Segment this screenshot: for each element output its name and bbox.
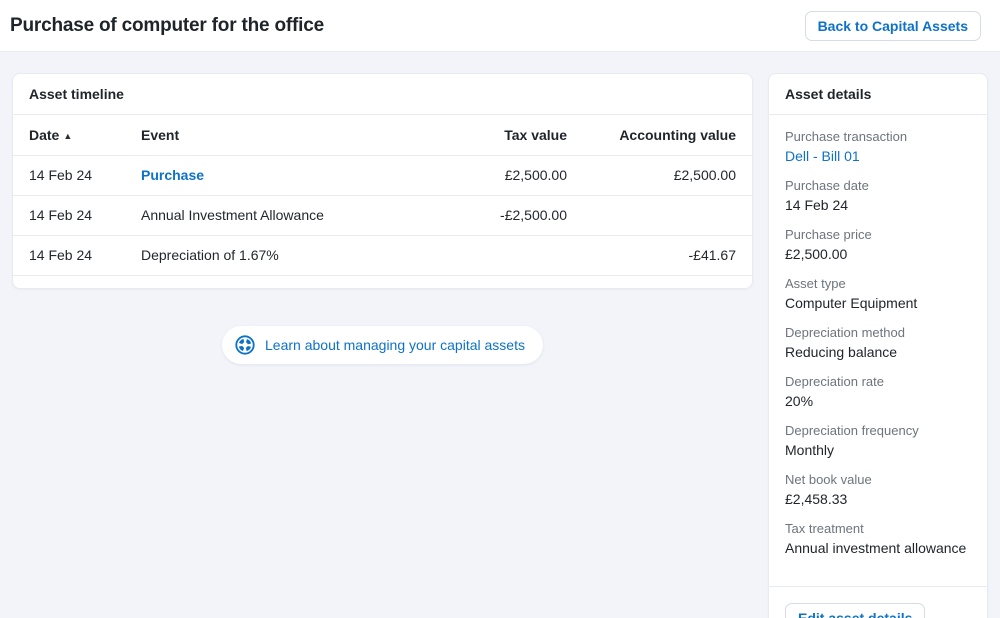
detail-label: Asset type bbox=[785, 276, 846, 291]
details-divider bbox=[769, 586, 987, 587]
page-header: Purchase of computer for the office Back… bbox=[0, 0, 1000, 52]
column-header-date[interactable]: Date ▲ bbox=[13, 115, 141, 156]
table-row: 14 Feb 24 Purchase £2,500.00 £2,500.00 bbox=[13, 155, 752, 196]
asset-details-card: Asset details Purchase transaction Dell … bbox=[768, 73, 988, 618]
detail-label: Net book value bbox=[785, 472, 872, 487]
row-tax-value: -£2,500.00 bbox=[397, 195, 567, 236]
learn-pill-container: Learn about managing your capital assets bbox=[12, 325, 753, 364]
row-date: 14 Feb 24 bbox=[13, 155, 141, 196]
purchase-event-link[interactable]: Purchase bbox=[141, 167, 205, 183]
asset-timeline-table: Date ▲ Event Tax value Accounting value 1… bbox=[13, 115, 752, 276]
row-accounting-value: £2,500.00 bbox=[567, 155, 752, 196]
detail-field-tax-treatment: Tax treatment Annual investment allowanc… bbox=[785, 521, 971, 557]
main-content: Asset timeline Date ▲ Event Tax value Acc… bbox=[0, 52, 1000, 618]
table-header-row: Date ▲ Event Tax value Accounting value bbox=[13, 115, 752, 156]
column-header-tax-value: Tax value bbox=[397, 115, 567, 156]
row-date: 14 Feb 24 bbox=[13, 235, 141, 276]
edit-asset-details-button[interactable]: Edit asset details bbox=[785, 603, 926, 618]
detail-value: 20% bbox=[785, 393, 814, 409]
sort-ascending-icon: ▲ bbox=[63, 130, 73, 141]
table-row: 14 Feb 24 Annual Investment Allowance -£… bbox=[13, 195, 752, 236]
detail-value: Reducing balance bbox=[785, 344, 898, 360]
detail-value: £2,458.33 bbox=[785, 491, 848, 507]
detail-field-purchase-transaction: Purchase transaction Dell - Bill 01 bbox=[785, 129, 971, 165]
detail-label: Tax treatment bbox=[785, 521, 864, 536]
row-accounting-value: -£41.67 bbox=[567, 235, 752, 276]
detail-field-depreciation-frequency: Depreciation frequency Monthly bbox=[785, 423, 971, 459]
detail-value: Computer Equipment bbox=[785, 295, 918, 311]
row-accounting-value bbox=[567, 195, 752, 236]
row-event: Annual Investment Allowance bbox=[141, 195, 397, 236]
detail-value: 14 Feb 24 bbox=[785, 197, 849, 213]
row-tax-value bbox=[397, 235, 567, 276]
table-row: 14 Feb 24 Depreciation of 1.67% -£41.67 bbox=[13, 235, 752, 276]
timeline-column: Asset timeline Date ▲ Event Tax value Acc… bbox=[12, 73, 753, 364]
card-bottom-spacer bbox=[13, 276, 752, 288]
asset-timeline-title: Asset timeline bbox=[13, 74, 752, 115]
detail-field-purchase-date: Purchase date 14 Feb 24 bbox=[785, 178, 971, 214]
detail-field-depreciation-method: Depreciation method Reducing balance bbox=[785, 325, 971, 361]
asset-details-title: Asset details bbox=[769, 74, 987, 115]
detail-value: Annual investment allowance bbox=[785, 540, 967, 556]
row-date: 14 Feb 24 bbox=[13, 195, 141, 236]
detail-label: Depreciation frequency bbox=[785, 423, 919, 438]
detail-field-asset-type: Asset type Computer Equipment bbox=[785, 276, 971, 312]
asset-timeline-card: Asset timeline Date ▲ Event Tax value Acc… bbox=[12, 73, 753, 289]
detail-field-purchase-price: Purchase price £2,500.00 bbox=[785, 227, 971, 263]
back-to-capital-assets-button[interactable]: Back to Capital Assets bbox=[804, 10, 981, 41]
column-header-date-label: Date bbox=[29, 126, 60, 143]
lifebuoy-icon bbox=[234, 334, 256, 356]
asset-details-body: Purchase transaction Dell - Bill 01 Purc… bbox=[769, 115, 987, 572]
purchase-transaction-link[interactable]: Dell - Bill 01 bbox=[785, 148, 860, 164]
detail-label: Purchase date bbox=[785, 178, 869, 193]
column-header-accounting-value: Accounting value bbox=[567, 115, 752, 156]
details-footer: Edit asset details bbox=[769, 587, 987, 618]
detail-label: Depreciation rate bbox=[785, 374, 884, 389]
detail-value: £2,500.00 bbox=[785, 246, 848, 262]
detail-field-depreciation-rate: Depreciation rate 20% bbox=[785, 374, 971, 410]
detail-label: Purchase transaction bbox=[785, 129, 908, 144]
detail-field-net-book-value: Net book value £2,458.33 bbox=[785, 472, 971, 508]
learn-link-label: Learn about managing your capital assets bbox=[265, 336, 525, 353]
detail-label: Purchase price bbox=[785, 227, 872, 242]
detail-label: Depreciation method bbox=[785, 325, 905, 340]
row-event: Depreciation of 1.67% bbox=[141, 235, 397, 276]
details-column: Asset details Purchase transaction Dell … bbox=[768, 73, 988, 618]
learn-capital-assets-link[interactable]: Learn about managing your capital assets bbox=[222, 325, 543, 364]
detail-value: Monthly bbox=[785, 442, 835, 458]
page-title: Purchase of computer for the office bbox=[10, 14, 324, 36]
column-header-event: Event bbox=[141, 115, 397, 156]
row-tax-value: £2,500.00 bbox=[397, 155, 567, 196]
